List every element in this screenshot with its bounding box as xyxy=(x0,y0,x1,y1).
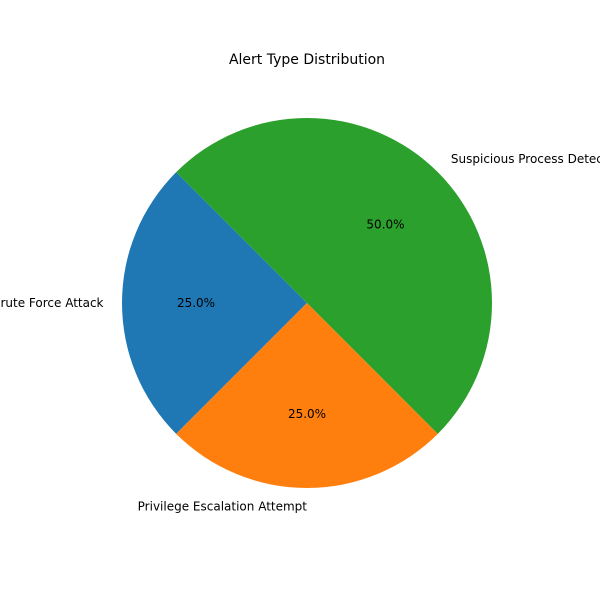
slice-label-privilege-escalation-attempt: Privilege Escalation Attempt xyxy=(138,500,308,514)
slice-percent-privilege-escalation-attempt: 25.0% xyxy=(288,407,326,421)
pie-slice-brute-force-attack xyxy=(122,172,307,434)
slice-label-suspicious-process-detected: Suspicious Process Detected xyxy=(451,152,600,166)
pie-slice-suspicious-process-detected xyxy=(176,118,493,434)
slice-percent-suspicious-process-detected: 50.0% xyxy=(366,218,404,232)
pie-slices xyxy=(122,118,493,488)
chart-title: Alert Type Distribution xyxy=(229,52,385,68)
slice-percent-brute-force-attack: 25.0% xyxy=(177,296,215,310)
pie-slice-privilege-escalation-attempt xyxy=(176,303,438,488)
pie-labels: Brute Force Attack 25.0% Privilege Escalat… xyxy=(0,152,600,513)
slice-label-brute-force-attack: Brute Force Attack xyxy=(0,296,104,310)
